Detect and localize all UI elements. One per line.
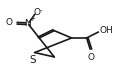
Text: O: O	[33, 8, 40, 17]
Text: S: S	[29, 55, 36, 65]
Text: O: O	[87, 53, 94, 62]
Text: OH: OH	[100, 26, 114, 35]
Text: -: -	[40, 7, 42, 13]
Text: +: +	[29, 16, 35, 22]
Text: N: N	[24, 19, 31, 28]
Text: O: O	[6, 18, 13, 28]
